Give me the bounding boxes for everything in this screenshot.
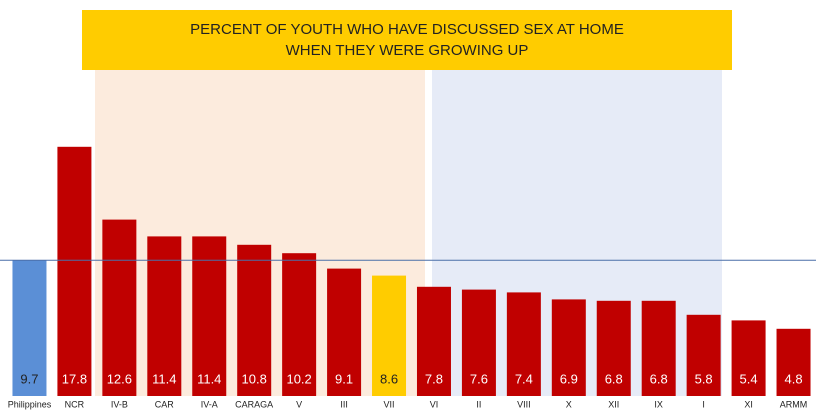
bar [506,292,541,396]
bar [102,219,137,396]
bar [686,314,721,396]
value-label: 7.8 [425,371,443,386]
bar [461,289,496,396]
value-label: 7.4 [515,371,533,386]
x-tick-label: X [566,399,572,409]
value-label: 6.9 [560,371,578,386]
bar [372,275,407,396]
bar [237,244,272,396]
x-tick-label: IX [654,399,663,409]
value-label: 12.6 [107,371,132,386]
x-tick-label: I [702,399,705,409]
bar [596,300,631,396]
value-label: 17.8 [62,371,87,386]
x-tick-label: IV-B [111,399,128,409]
x-tick-label: XII [608,399,619,409]
x-tick-label: NCR [65,399,85,409]
x-tick-label: XI [744,399,753,409]
value-label: 10.8 [242,371,267,386]
value-label: 7.6 [470,371,488,386]
x-tick-label: IV-A [201,399,218,409]
value-label: 5.8 [695,371,713,386]
x-tick-label: ARMM [780,399,808,409]
bar [776,328,811,396]
bar [192,236,227,396]
bar [327,268,362,396]
bar [416,286,451,396]
bar [282,253,317,396]
value-label: 6.8 [605,371,623,386]
x-tick-label: V [296,399,302,409]
value-label: 9.7 [20,371,38,386]
x-tick-label: CAR [155,399,175,409]
bar [147,236,182,396]
chart-subtitle: WHEN THEY WERE GROWING UP [286,42,529,59]
x-tick-label: VIII [517,399,531,409]
bar [641,300,676,396]
value-label: 11.4 [197,371,221,386]
title-box [82,10,732,70]
x-tick-label: II [476,399,481,409]
value-label: 9.1 [335,371,353,386]
x-tick-label: CARAGA [235,399,273,409]
value-label: 5.4 [740,371,758,386]
x-tick-label: Philippines [8,399,52,409]
x-tick-label: VII [384,399,395,409]
value-label: 10.2 [286,371,311,386]
value-label: 8.6 [380,371,398,386]
bar [731,320,766,396]
chart-title: PERCENT OF YOUTH WHO HAVE DISCUSSED SEX … [190,21,624,38]
x-tick-label: VI [430,399,439,409]
value-label: 11.4 [152,371,176,386]
value-label: 4.8 [784,371,802,386]
bar [57,146,92,396]
value-label: 6.8 [650,371,668,386]
bar [551,299,586,396]
bar [12,260,47,396]
x-tick-label: III [340,399,348,409]
